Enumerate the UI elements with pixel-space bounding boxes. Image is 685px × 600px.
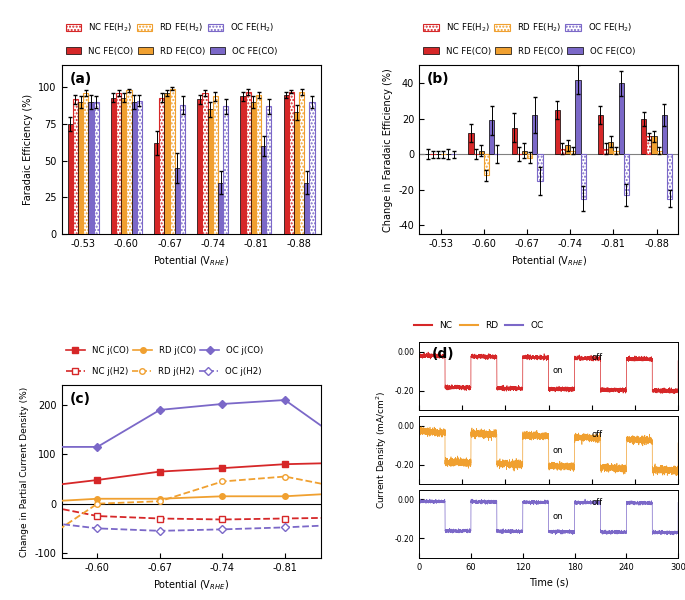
Bar — [484, 154, 489, 175]
Bar — [651, 136, 656, 154]
Bar — [522, 151, 527, 154]
Bar — [154, 143, 159, 234]
Bar — [284, 95, 289, 234]
Legend: NC FE(CO), RD FE(CO), OC FE(CO): NC FE(CO), RD FE(CO), OC FE(CO) — [423, 47, 635, 56]
Bar — [121, 98, 127, 234]
Bar — [164, 93, 170, 234]
Bar — [527, 154, 532, 158]
Bar — [127, 91, 132, 234]
Text: (d): (d) — [432, 347, 455, 361]
Text: off: off — [592, 498, 603, 507]
Bar — [266, 106, 271, 234]
Text: on: on — [553, 366, 564, 375]
Bar — [159, 98, 164, 234]
Bar — [538, 154, 543, 181]
Text: on: on — [553, 446, 564, 455]
Bar — [116, 93, 121, 234]
Legend: NC FE(CO), RD FE(CO), OC FE(CO): NC FE(CO), RD FE(CO), OC FE(CO) — [66, 47, 277, 56]
Bar — [175, 168, 180, 234]
Bar — [532, 115, 538, 154]
Y-axis label: Change in Faradaic Efficiency (%): Change in Faradaic Efficiency (%) — [383, 68, 393, 232]
Text: (c): (c) — [69, 392, 90, 406]
Bar — [646, 136, 651, 154]
Text: off: off — [592, 353, 603, 362]
Bar — [555, 110, 560, 154]
Bar — [575, 80, 581, 154]
Bar — [88, 102, 94, 234]
Legend: NC j(H2), RD j(H2), OC j(H2): NC j(H2), RD j(H2), OC j(H2) — [66, 367, 261, 376]
Bar — [261, 146, 266, 234]
Bar — [213, 96, 218, 234]
X-axis label: Potential (V$_{RHE}$): Potential (V$_{RHE}$) — [153, 254, 229, 268]
Bar — [299, 92, 304, 234]
Bar — [570, 151, 575, 154]
Bar — [180, 105, 185, 234]
Bar — [245, 92, 251, 234]
Bar — [641, 119, 646, 154]
Bar — [73, 99, 78, 234]
Bar — [94, 102, 99, 234]
X-axis label: Time (s): Time (s) — [529, 577, 569, 587]
Text: on: on — [553, 512, 564, 521]
Bar — [78, 102, 84, 234]
Bar — [111, 98, 116, 234]
Bar — [256, 95, 261, 234]
Bar — [310, 102, 314, 234]
Bar — [662, 115, 667, 154]
Bar — [170, 89, 175, 234]
Bar — [469, 133, 473, 154]
Bar — [512, 128, 516, 154]
Text: off: off — [592, 430, 603, 439]
Bar — [289, 92, 294, 234]
Legend: NC, RD, OC: NC, RD, OC — [411, 318, 547, 334]
Bar — [560, 149, 565, 154]
Bar — [223, 106, 228, 234]
Bar — [479, 151, 484, 154]
Bar — [565, 145, 570, 154]
X-axis label: Potential (V$_{RHE}$): Potential (V$_{RHE}$) — [510, 254, 587, 268]
Bar — [613, 151, 619, 154]
Bar — [202, 93, 208, 234]
Bar — [218, 182, 223, 234]
Bar — [624, 154, 629, 195]
Bar — [304, 182, 310, 234]
Bar — [603, 149, 608, 154]
X-axis label: Potential (V$_{RHE}$): Potential (V$_{RHE}$) — [153, 578, 229, 592]
Bar — [84, 93, 88, 234]
Bar — [294, 112, 299, 234]
Text: (b): (b) — [427, 72, 449, 86]
Text: (a): (a) — [69, 72, 92, 86]
Bar — [240, 96, 245, 234]
Bar — [581, 154, 586, 199]
Bar — [197, 99, 202, 234]
Y-axis label: Change in Partial Current Density (%): Change in Partial Current Density (%) — [21, 386, 29, 557]
Bar — [598, 115, 603, 154]
Bar — [137, 101, 142, 234]
Y-axis label: Current Density (mA/cm$^2$): Current Density (mA/cm$^2$) — [375, 391, 389, 509]
Bar — [132, 102, 137, 234]
Bar — [656, 151, 662, 154]
Bar — [619, 83, 624, 154]
Bar — [208, 109, 213, 234]
Y-axis label: Faradaic Efficiency (%): Faradaic Efficiency (%) — [23, 94, 33, 205]
Bar — [68, 124, 73, 234]
Bar — [489, 121, 495, 154]
Bar — [667, 154, 672, 199]
Bar — [608, 142, 613, 154]
Bar — [251, 102, 256, 234]
